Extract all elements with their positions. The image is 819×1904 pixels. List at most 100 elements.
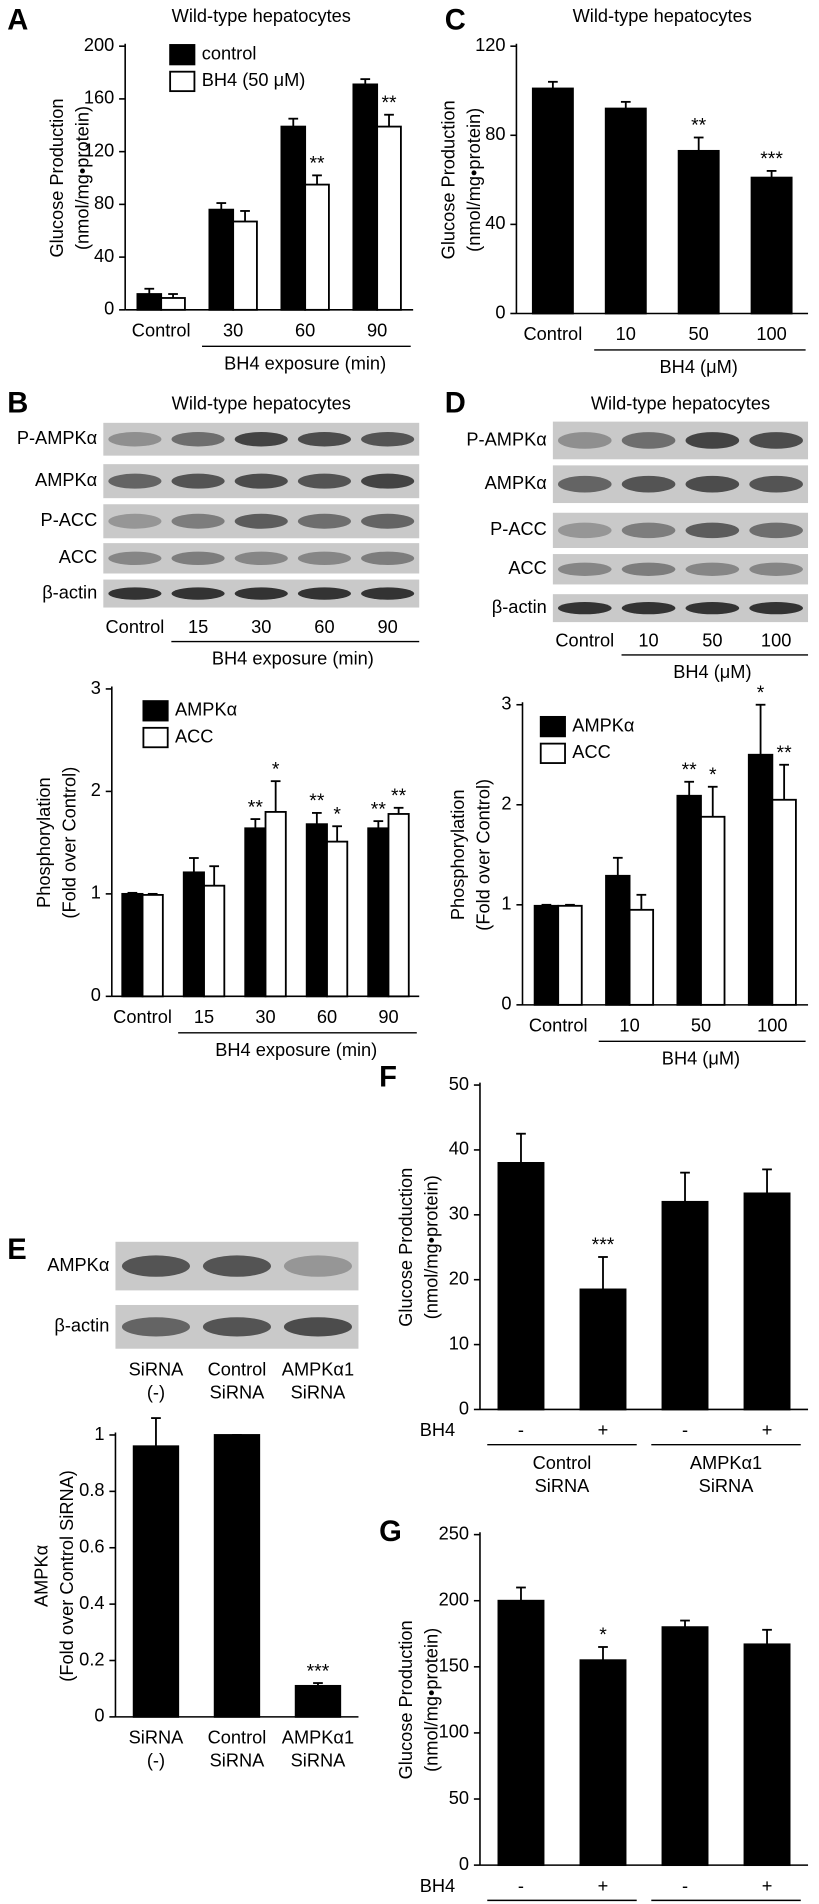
significance: ** — [391, 785, 407, 807]
blot-band — [749, 522, 803, 539]
bar — [136, 293, 163, 311]
y-tick-label: 160 — [84, 88, 114, 108]
bar — [557, 904, 583, 1006]
group-label: BH4 exposure (min) — [212, 649, 374, 669]
blot-band — [108, 587, 162, 600]
blot-band — [749, 475, 803, 493]
blot-row-label: β-actin — [492, 597, 547, 617]
blot-band — [685, 522, 740, 539]
y-axis-label: (nmol/mg•protein) — [421, 1628, 441, 1772]
y-tick-label: 3 — [501, 694, 511, 714]
x-tick-label: 100 — [756, 324, 786, 344]
bar — [661, 1200, 709, 1411]
blot-band — [621, 522, 676, 539]
y-tick-label: 10 — [449, 1333, 469, 1353]
bar — [771, 798, 797, 1006]
chart-title: Wild-type hepatocytes — [573, 6, 752, 26]
bar — [121, 892, 144, 998]
blot-lane-label: 30 — [251, 617, 271, 637]
significance: ** — [309, 153, 325, 175]
blot-row-label: P-ACC — [41, 510, 98, 530]
y-tick-label: 0 — [501, 994, 511, 1014]
bar — [743, 1192, 791, 1411]
blot-band — [234, 587, 288, 600]
blot-row-label: P-AMPKα — [466, 429, 547, 449]
bar — [367, 827, 390, 998]
bar — [531, 87, 574, 315]
y-tick-label: 0.2 — [79, 1649, 104, 1669]
blot-band — [297, 551, 351, 566]
blot-band — [121, 1255, 190, 1277]
blot-band — [361, 432, 415, 447]
blot-band — [749, 432, 803, 449]
x-tick-label: - — [518, 1420, 524, 1440]
bar — [700, 815, 726, 1006]
bar — [232, 220, 258, 311]
y-axis-label: Phosphorylation — [34, 777, 54, 908]
significance: * — [272, 758, 280, 780]
legend-label: ACC — [572, 742, 610, 762]
x-tick-label: + — [598, 1876, 609, 1896]
bar — [264, 810, 287, 998]
y-tick-label: 3 — [91, 678, 101, 698]
blot-band — [171, 432, 225, 447]
bar — [203, 884, 226, 998]
blot-band — [361, 551, 415, 566]
x-tick-label: 50 — [691, 1016, 711, 1036]
significance: ** — [691, 115, 707, 137]
y-tick-label: 50 — [449, 1074, 469, 1094]
blot-band — [557, 522, 612, 539]
y-axis-label: (nmol/mg•protein) — [421, 1175, 441, 1319]
significance: * — [709, 764, 717, 786]
blot-row-label: β-actin — [42, 582, 97, 602]
significance: * — [333, 803, 341, 825]
bar — [604, 107, 647, 315]
blot-lane-label: 15 — [188, 617, 208, 637]
panel-label: B — [7, 387, 28, 419]
x-tick-label: 15 — [194, 1007, 214, 1027]
x-tick-label: 30 — [223, 321, 243, 341]
bar — [387, 813, 410, 998]
blot-band — [557, 475, 612, 493]
x-tick-label: SiRNA — [129, 1728, 185, 1748]
y-tick-label: 120 — [84, 140, 114, 160]
bar — [579, 1659, 627, 1867]
blot-lane-label: SiRNA — [291, 1382, 347, 1402]
blot-band — [361, 473, 415, 489]
chart-title: Wild-type hepatocytes — [172, 6, 351, 26]
x-tick-label: 30 — [255, 1007, 275, 1027]
blot-lane-label: 50 — [702, 630, 722, 650]
bar — [743, 1643, 791, 1867]
bar — [280, 125, 307, 311]
blot-band — [108, 513, 162, 529]
bar — [579, 1288, 627, 1411]
group-label: BH4 (μM) — [673, 662, 751, 682]
bar — [294, 1684, 342, 1718]
blot-row-label: AMPKα — [35, 470, 98, 490]
significance: ** — [309, 790, 325, 812]
blot-row-label: AMPKα — [485, 473, 548, 493]
significance: *** — [760, 148, 783, 170]
x-tick-label: 60 — [317, 1007, 337, 1027]
blot-lane-label: 60 — [314, 617, 334, 637]
bar — [533, 904, 560, 1006]
bar — [304, 183, 330, 311]
legend-swatch — [539, 715, 566, 738]
blot-band — [234, 432, 288, 447]
blot-band — [108, 473, 162, 489]
y-tick-label: 1 — [94, 1424, 104, 1444]
blot-row-label: P-ACC — [490, 519, 547, 539]
blot-band — [685, 475, 740, 493]
bar — [376, 125, 402, 311]
panel-label: E — [7, 1234, 26, 1266]
blot-strip — [103, 543, 420, 574]
blot-band — [557, 601, 612, 615]
blot-band — [283, 1317, 352, 1337]
bar — [244, 827, 267, 998]
group-label: BH4 (μM) — [660, 357, 738, 377]
significance: *** — [592, 1234, 615, 1256]
x-tick-label: 100 — [757, 1016, 787, 1036]
blot-band — [621, 562, 676, 576]
y-tick-label: 20 — [449, 1269, 469, 1289]
